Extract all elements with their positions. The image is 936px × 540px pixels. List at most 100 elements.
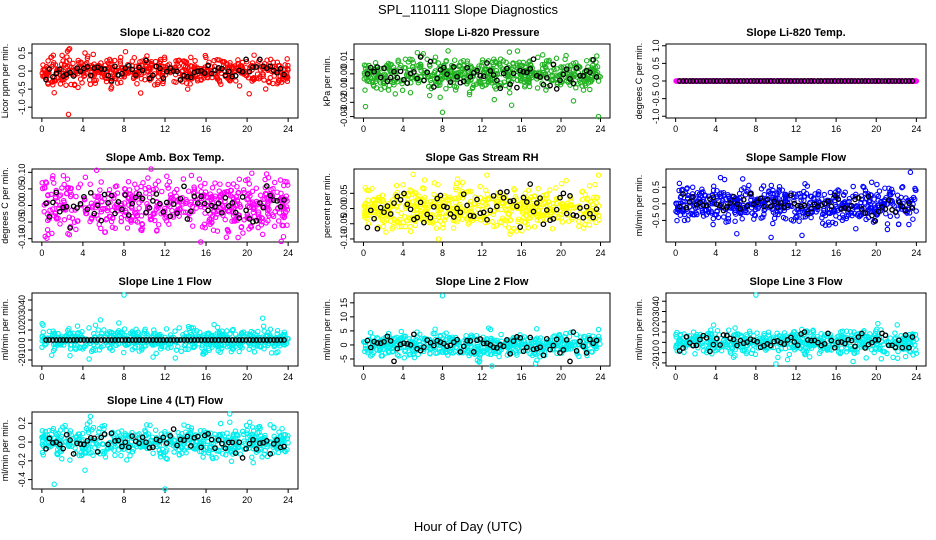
data-point [61, 217, 68, 223]
data-point [121, 326, 128, 332]
reference-point [381, 65, 387, 72]
y-tick-label: 0 [339, 342, 349, 347]
data-point [498, 331, 504, 338]
data-point [592, 181, 598, 188]
data-point [451, 57, 458, 63]
data-point [445, 48, 451, 54]
data-point [194, 65, 201, 71]
x-tick-label: 8 [440, 372, 445, 382]
data-point [380, 223, 386, 230]
reference-point [119, 70, 125, 77]
reference-point [239, 68, 246, 75]
reference-point [225, 68, 232, 75]
data-point [87, 81, 94, 88]
data-point [426, 92, 433, 99]
reference-point [497, 85, 504, 92]
reference-point [174, 68, 180, 75]
data-point [553, 185, 559, 191]
x-tick-label: 4 [713, 124, 718, 134]
data-point [155, 178, 162, 185]
data-point [91, 77, 98, 84]
data-point [407, 89, 414, 96]
reference-point [580, 73, 587, 79]
x-tick-label: 12 [477, 248, 487, 258]
reference-point [101, 66, 108, 73]
reference-point [222, 72, 229, 79]
data-points [673, 169, 919, 241]
data-point [717, 174, 724, 181]
data-point [435, 181, 441, 188]
x-tick-label: 24 [911, 124, 921, 134]
data-point [169, 207, 175, 214]
reference-point [274, 69, 280, 76]
data-point [136, 62, 142, 69]
reference-point [281, 71, 287, 78]
data-point [438, 63, 444, 70]
reference-point [364, 71, 371, 77]
y-tick-label: -1.0 [651, 108, 661, 124]
reference-point [132, 72, 139, 78]
reference-point [91, 65, 98, 71]
data-point [86, 325, 92, 331]
reference-point [430, 84, 437, 90]
data-point [827, 189, 834, 196]
figure-title: SPL_110111 Slope Diagnostics [378, 2, 558, 17]
x-tick-label: 12 [477, 124, 487, 134]
reference-point [411, 69, 417, 75]
data-point [596, 217, 602, 223]
reference-point [500, 70, 507, 77]
x-tick-label: 16 [516, 124, 526, 134]
data-point [125, 178, 132, 185]
outlier-point [66, 45, 73, 52]
data-point [563, 177, 569, 184]
y-tick-label: 0.0 [17, 65, 27, 78]
reference-point [417, 54, 424, 60]
y-axis-label: kPa per min. [322, 56, 332, 107]
data-point [883, 210, 889, 217]
data-point [194, 78, 201, 84]
data-point [251, 76, 257, 83]
data-point [224, 328, 230, 334]
data-point [414, 49, 421, 56]
data-point [85, 53, 91, 59]
x-tick-label: 16 [201, 124, 211, 134]
data-point [395, 57, 401, 64]
data-point [409, 57, 415, 63]
data-point [111, 57, 118, 64]
panel-title: Slope Line 2 Flow [436, 276, 529, 288]
reference-point [167, 65, 174, 72]
outlier-point [435, 236, 442, 242]
reference-point [487, 68, 494, 74]
data-point [161, 54, 168, 61]
data-point [97, 187, 103, 193]
data-point [136, 205, 142, 211]
data-point [534, 85, 541, 91]
data-point [234, 183, 240, 190]
reference-point [105, 72, 111, 79]
outlier-point [82, 50, 88, 56]
reference-point [243, 56, 249, 63]
reference-point [577, 72, 583, 79]
y-tick-label: 0.5 [17, 47, 27, 60]
reference-point [50, 73, 56, 80]
data-point [132, 181, 138, 188]
data-point [498, 70, 504, 77]
reference-point [440, 64, 447, 71]
data-point [109, 64, 116, 70]
data-point [117, 60, 124, 66]
y-tick-label: -0.03 [339, 106, 349, 127]
data-point [282, 72, 288, 79]
data-point [255, 224, 261, 231]
reference-point [391, 68, 397, 75]
reference-point [537, 74, 543, 80]
data-point [573, 60, 579, 66]
y-tick-label: -0.01 [339, 78, 349, 99]
data-point [505, 225, 512, 231]
data-points [673, 78, 920, 84]
reference-point [136, 64, 142, 71]
data-point [369, 334, 376, 340]
data-point [211, 57, 217, 64]
x-tick-label: 8 [121, 124, 126, 134]
reference-point [474, 67, 480, 74]
data-points [361, 171, 602, 242]
